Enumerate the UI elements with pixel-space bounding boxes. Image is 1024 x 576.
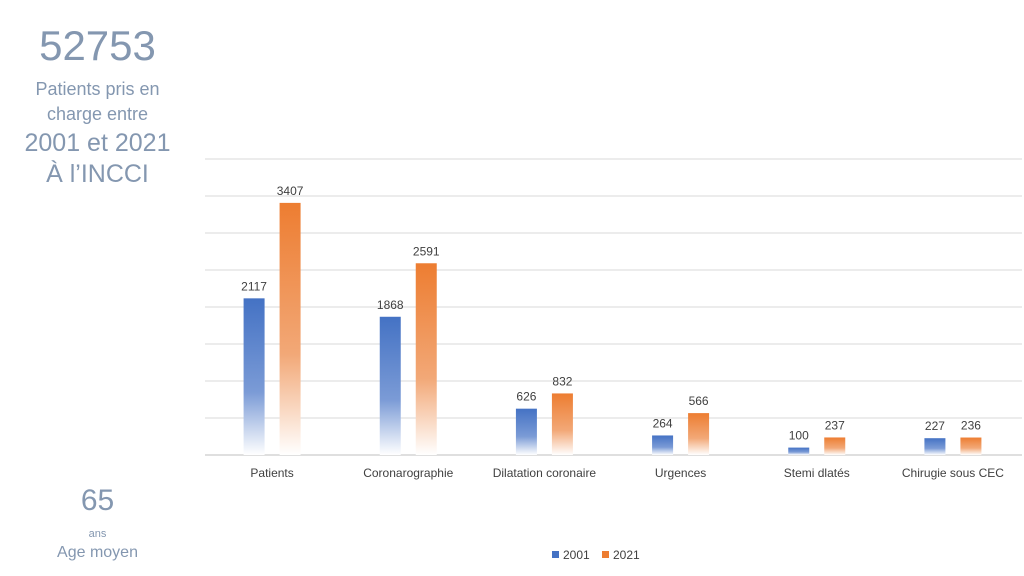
data-label: 626 <box>516 390 536 404</box>
average-age-value: 65 <box>80 484 115 517</box>
x-tick-label: Patients <box>250 466 293 480</box>
bar-2001 <box>515 408 537 455</box>
average-age-label: Age moyen <box>57 544 138 561</box>
data-label: 2591 <box>413 244 440 258</box>
x-tick-label: Coronarographie <box>363 466 453 480</box>
data-label: 2117 <box>241 279 267 293</box>
x-tick-label: Chirugie sous CEC <box>902 466 1004 480</box>
x-tick-label: Dilatation coronaire <box>493 466 597 480</box>
data-label: 566 <box>689 394 709 408</box>
legend-label: 2021 <box>613 548 640 562</box>
data-label: 227 <box>925 419 945 433</box>
bar-2001 <box>652 435 674 455</box>
data-label: 237 <box>825 418 845 432</box>
data-label: 236 <box>961 419 981 433</box>
legend-swatch-2001 <box>552 551 559 558</box>
bar-2001 <box>243 298 265 455</box>
bar-2021 <box>279 202 301 455</box>
total-caption-years: 2001 et 2021 <box>24 129 171 157</box>
bar-2001 <box>924 438 946 455</box>
data-label: 832 <box>552 374 572 388</box>
bar-2001 <box>788 447 810 455</box>
total-caption-line2: charge entre <box>46 104 149 124</box>
total-caption-institution: À l’INCCI <box>46 160 149 188</box>
bar-2021 <box>688 413 710 455</box>
bar-2021 <box>551 393 573 455</box>
legend-swatch-2021 <box>602 551 609 558</box>
x-tick-label: Stemi dlatés <box>784 466 850 480</box>
x-tick-label: Urgences <box>655 466 706 480</box>
average-age-unit: ans <box>88 528 107 540</box>
bar-2021 <box>415 263 437 455</box>
total-patients-value: 52753 <box>39 22 156 69</box>
data-label: 100 <box>789 429 809 443</box>
total-caption-line1: Patients pris en <box>35 79 160 99</box>
data-label: 3407 <box>277 184 304 198</box>
bar-2001 <box>379 316 401 455</box>
bar-2021 <box>824 437 846 455</box>
bar-2021 <box>960 437 982 455</box>
legend-label: 2001 <box>563 548 590 562</box>
data-label: 1868 <box>377 298 404 312</box>
data-label: 264 <box>653 416 673 430</box>
